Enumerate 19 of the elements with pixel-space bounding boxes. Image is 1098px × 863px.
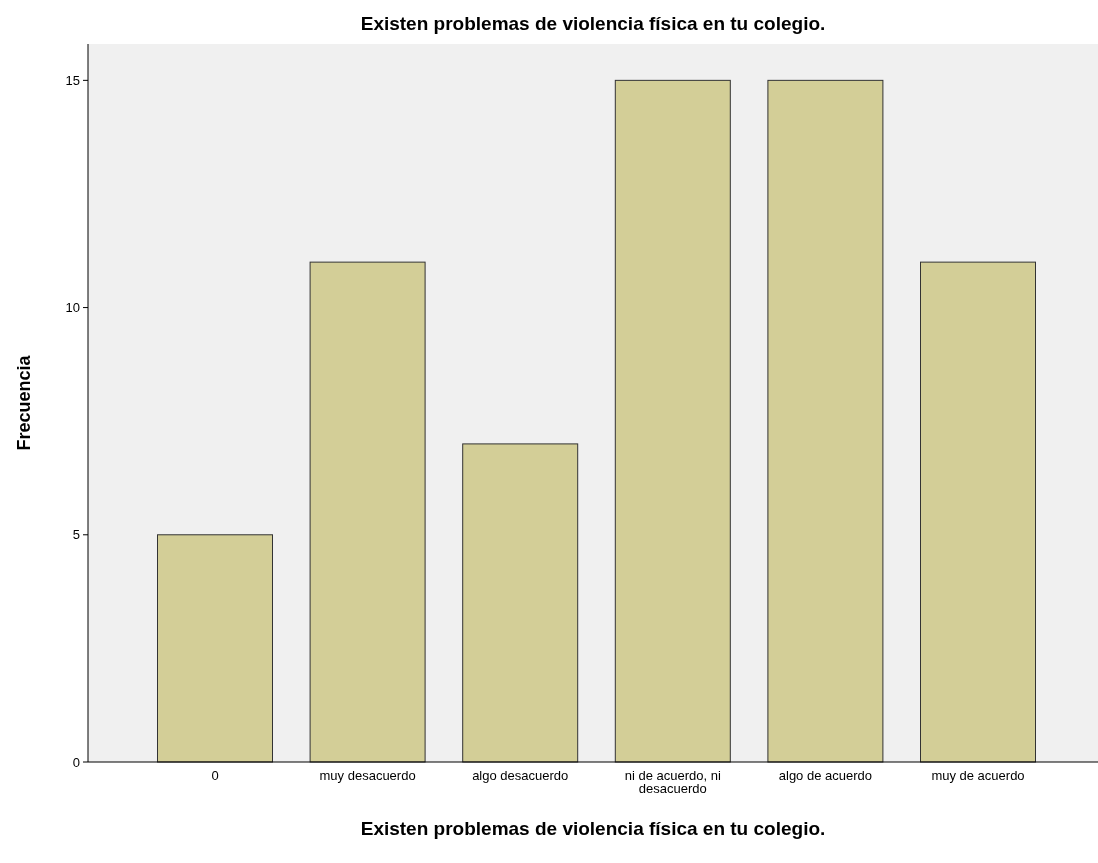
y-tick-label: 15 (65, 72, 80, 88)
y-axis-title: Frecuencia (14, 354, 34, 451)
x-tick-label: algo de acuerdo (778, 768, 873, 783)
bar (614, 79, 731, 763)
x-tick-label: algo desacuerdo (472, 768, 569, 783)
bar (767, 79, 884, 763)
bar (920, 261, 1036, 763)
x-tick-label: muy de acuerdo (931, 768, 1025, 783)
bar (309, 261, 426, 763)
bar (462, 443, 579, 763)
bar (157, 534, 273, 763)
x-tick-label: ni de acuerdo, ni desacuerdo (624, 768, 721, 796)
x-tick-label: muy desacuerdo (319, 768, 416, 783)
y-tick-label: 5 (72, 527, 80, 543)
chart-title: Existen problemas de violencia física en tu colegio. (360, 13, 826, 34)
y-tick-label: 0 (72, 754, 80, 770)
x-tick-label: 0 (211, 768, 219, 783)
y-tick-label: 10 (65, 300, 80, 316)
x-axis-title: Existen problemas de violencia física en tu colegio. (360, 818, 826, 839)
